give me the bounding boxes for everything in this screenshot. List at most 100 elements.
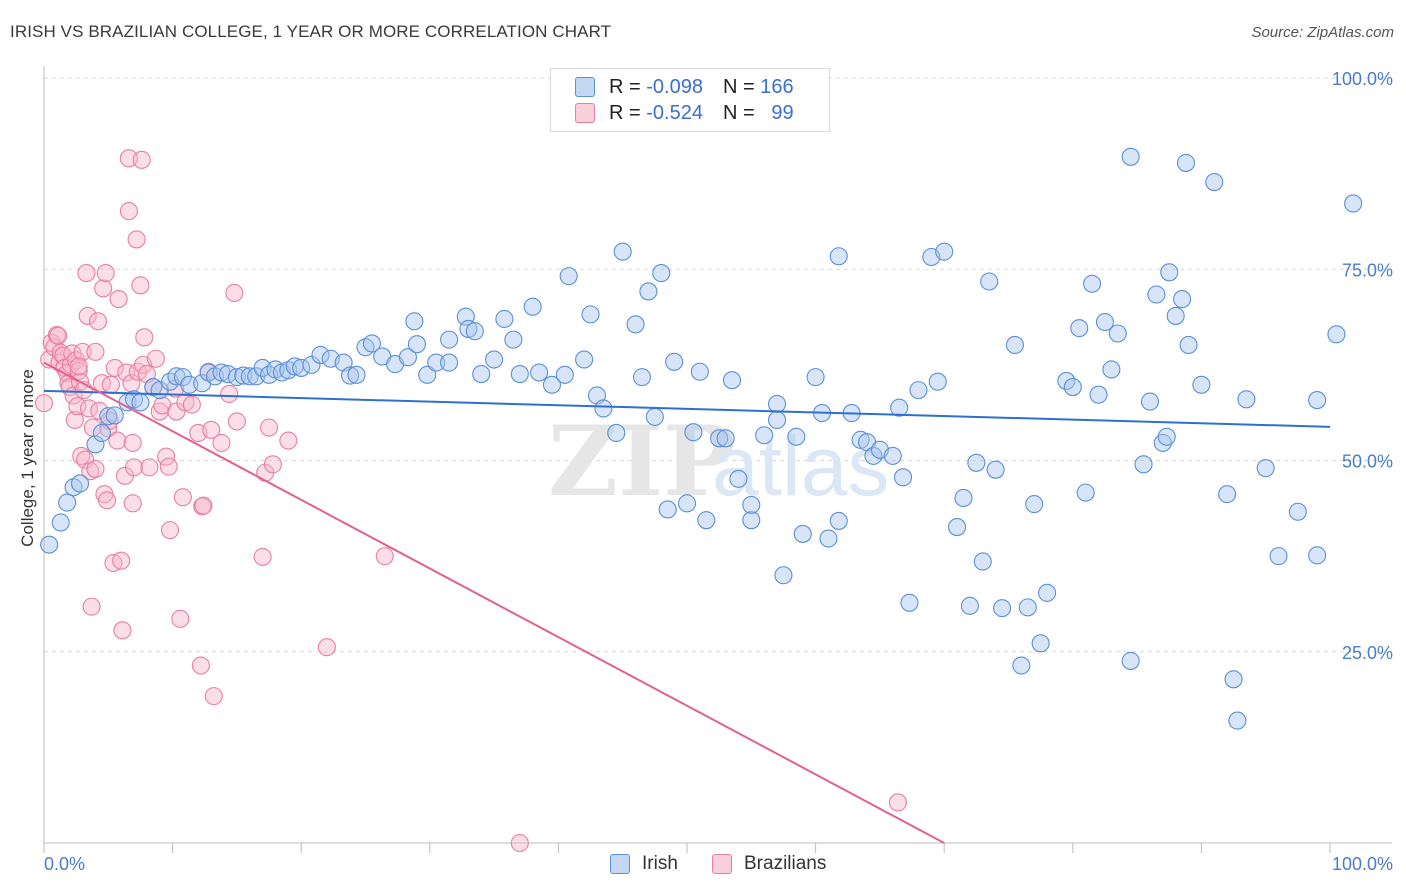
brazilians-point-85 [253,547,272,566]
irish-point-4 [70,474,90,493]
irish-point-126 [1063,378,1082,397]
irish-point-152 [1256,459,1275,478]
irish-point-82 [716,429,735,448]
irish-point-154 [1288,502,1307,521]
brazilians-point-25 [78,306,97,325]
irish-point-35 [311,345,330,364]
irish-point-151 [1237,390,1256,409]
irish-point-79 [690,362,709,381]
irish-point-93 [806,368,825,387]
irish-point-70 [626,315,645,334]
brazilians-point-15 [65,410,84,430]
legend-n-value-brazilians: 99 [771,101,794,124]
irish-point-103 [883,446,902,465]
bottom-legend-brazilians: Brazilians [712,852,826,876]
brazilians-point-81 [212,433,231,452]
irish-point-24 [234,366,253,385]
brazilians-point-24 [77,264,96,283]
brazilians-point-43 [108,431,127,450]
brazilians-point-49 [119,202,138,221]
brazilians-point-54 [127,230,146,249]
irish-trend-line [43,389,1331,428]
irish-point-58 [510,365,529,384]
irish-point-130 [1089,385,1108,404]
legend-r-value-irish: -0.098 [646,75,703,98]
irish-point-86 [742,495,761,514]
irish-point-73 [645,407,664,426]
bottom-legend-swatch-irish [610,854,630,874]
irish-point-45 [407,335,426,354]
irish-point-122 [1025,495,1044,514]
legend-r-label: R = [609,101,641,124]
irish-point-105 [893,468,913,487]
irish-point-157 [1327,325,1346,344]
irish-point-68 [607,423,626,443]
brazilians-point-57 [132,150,151,169]
irish-point-55 [485,350,504,369]
brazilians-points [34,149,907,853]
brazilians-point-84 [227,412,246,431]
brazilians-point-52 [123,494,142,513]
brazilians-point-82 [220,384,239,403]
irish-point-107 [909,381,928,400]
irish-point-75 [658,500,677,519]
irish-point-49 [440,353,459,372]
chart-title: IRISH VS BRAZILIAN COLLEGE, 1 YEAR OR MO… [10,22,612,41]
brazilians-point-40 [101,375,120,394]
source-credit: Source: ZipAtlas.com [1251,24,1394,41]
irish-point-138 [1147,285,1166,304]
irish-point-85 [742,511,761,530]
irish-point-106 [900,593,919,612]
irish-point-114 [967,453,986,472]
irish-point-146 [1192,375,1211,394]
brazilians-point-46 [113,621,132,640]
irish-point-143 [1173,290,1192,309]
legend-n-label: N = [722,75,755,98]
irish-point-5 [86,435,105,454]
irish-point-155 [1308,546,1327,565]
irish-point-72 [639,282,658,301]
irish-point-136 [1134,455,1153,474]
brazilians-point-87 [259,418,279,437]
irish-point-74 [652,264,671,283]
bottom-legend-label-brazilians: Brazilians [744,853,827,874]
irish-point-132 [1102,360,1121,379]
irish-point-92 [793,524,812,543]
irish-point-38 [341,366,360,385]
trend-lines [43,361,1331,844]
y-tick-label-25: 25.0% [1342,643,1393,663]
brazilians-point-44 [109,290,128,309]
y-axis-label: College, 1 year or more [18,369,37,547]
irish-point-158 [1344,194,1363,213]
irish-point-150 [1228,711,1247,730]
irish-point-137 [1140,392,1160,411]
irish-point-131 [1095,312,1114,332]
bottom-legend-irish: Irish [610,852,678,876]
irish-point-53 [465,322,484,341]
irish-point-118 [993,599,1012,618]
tick-labels: 25.0% 50.0% 75.0% 100.0% 0.0% 100.0% [44,69,1393,874]
irish-point-15 [167,367,186,386]
brazilians-point-74 [182,395,201,414]
brazilians-point-21 [73,342,92,361]
brazilians-point-93 [888,793,907,812]
irish-point-59 [523,297,542,316]
brazilians-point-53 [124,458,144,477]
brazilians-point-30 [86,342,105,361]
irish-point-57 [504,330,523,349]
irish-point-60 [530,363,549,382]
brazilians-point-4 [47,325,66,345]
irish-point-41 [362,334,381,353]
irish-point-89 [767,410,787,430]
irish-point-129 [1083,274,1102,293]
brazilians-point-28 [82,597,101,616]
irish-point-111 [948,518,967,537]
irish-point-96 [829,247,848,266]
irish-point-23 [227,368,246,387]
irish-point-33 [292,358,311,377]
irish-point-78 [684,423,703,442]
irish-point-0 [40,535,59,554]
legend-r-value-brazilians: -0.524 [646,101,703,124]
brazilians-point-67 [159,457,178,476]
irish-point-156 [1308,391,1327,410]
